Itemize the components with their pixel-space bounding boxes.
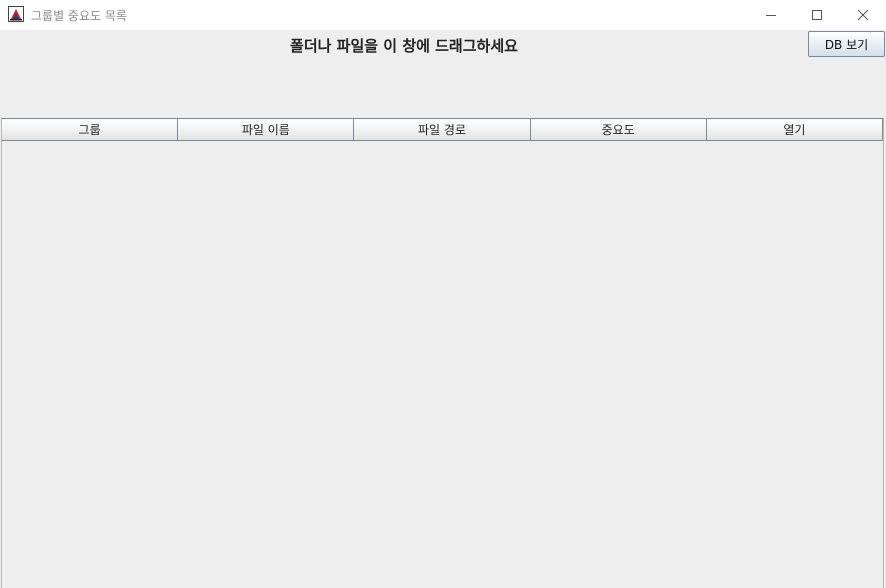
window-title: 그룹별 중요도 목록 <box>31 9 127 23</box>
minimize-icon <box>765 6 777 25</box>
view-db-button[interactable]: DB 보기 <box>808 31 885 57</box>
column-header-importance[interactable]: 중요도 <box>530 119 707 141</box>
maximize-icon <box>811 6 823 25</box>
maximize-button[interactable] <box>794 0 840 30</box>
close-button[interactable] <box>840 0 886 30</box>
column-header-file-name[interactable]: 파일 이름 <box>178 119 355 141</box>
table-header: 그룹 파일 이름 파일 경로 중요도 열기 <box>2 118 884 141</box>
file-table[interactable]: 그룹 파일 이름 파일 경로 중요도 열기 <box>1 118 884 588</box>
close-icon <box>857 6 869 25</box>
column-header-open[interactable]: 열기 <box>706 119 884 141</box>
title-bar[interactable]: 그룹별 중요도 목록 <box>0 0 886 30</box>
minimize-button[interactable] <box>748 0 794 30</box>
java-app-icon <box>8 6 24 22</box>
table-body-drop-area[interactable] <box>2 141 883 588</box>
content-panel: 폴더나 파일을 이 창에 드래그하세요 DB 보기 그룹 파일 이름 파일 경로… <box>0 30 886 588</box>
column-header-file-path[interactable]: 파일 경로 <box>354 119 531 141</box>
column-header-group[interactable]: 그룹 <box>2 119 179 141</box>
drop-prompt-label: 폴더나 파일을 이 창에 드래그하세요 <box>290 37 518 55</box>
